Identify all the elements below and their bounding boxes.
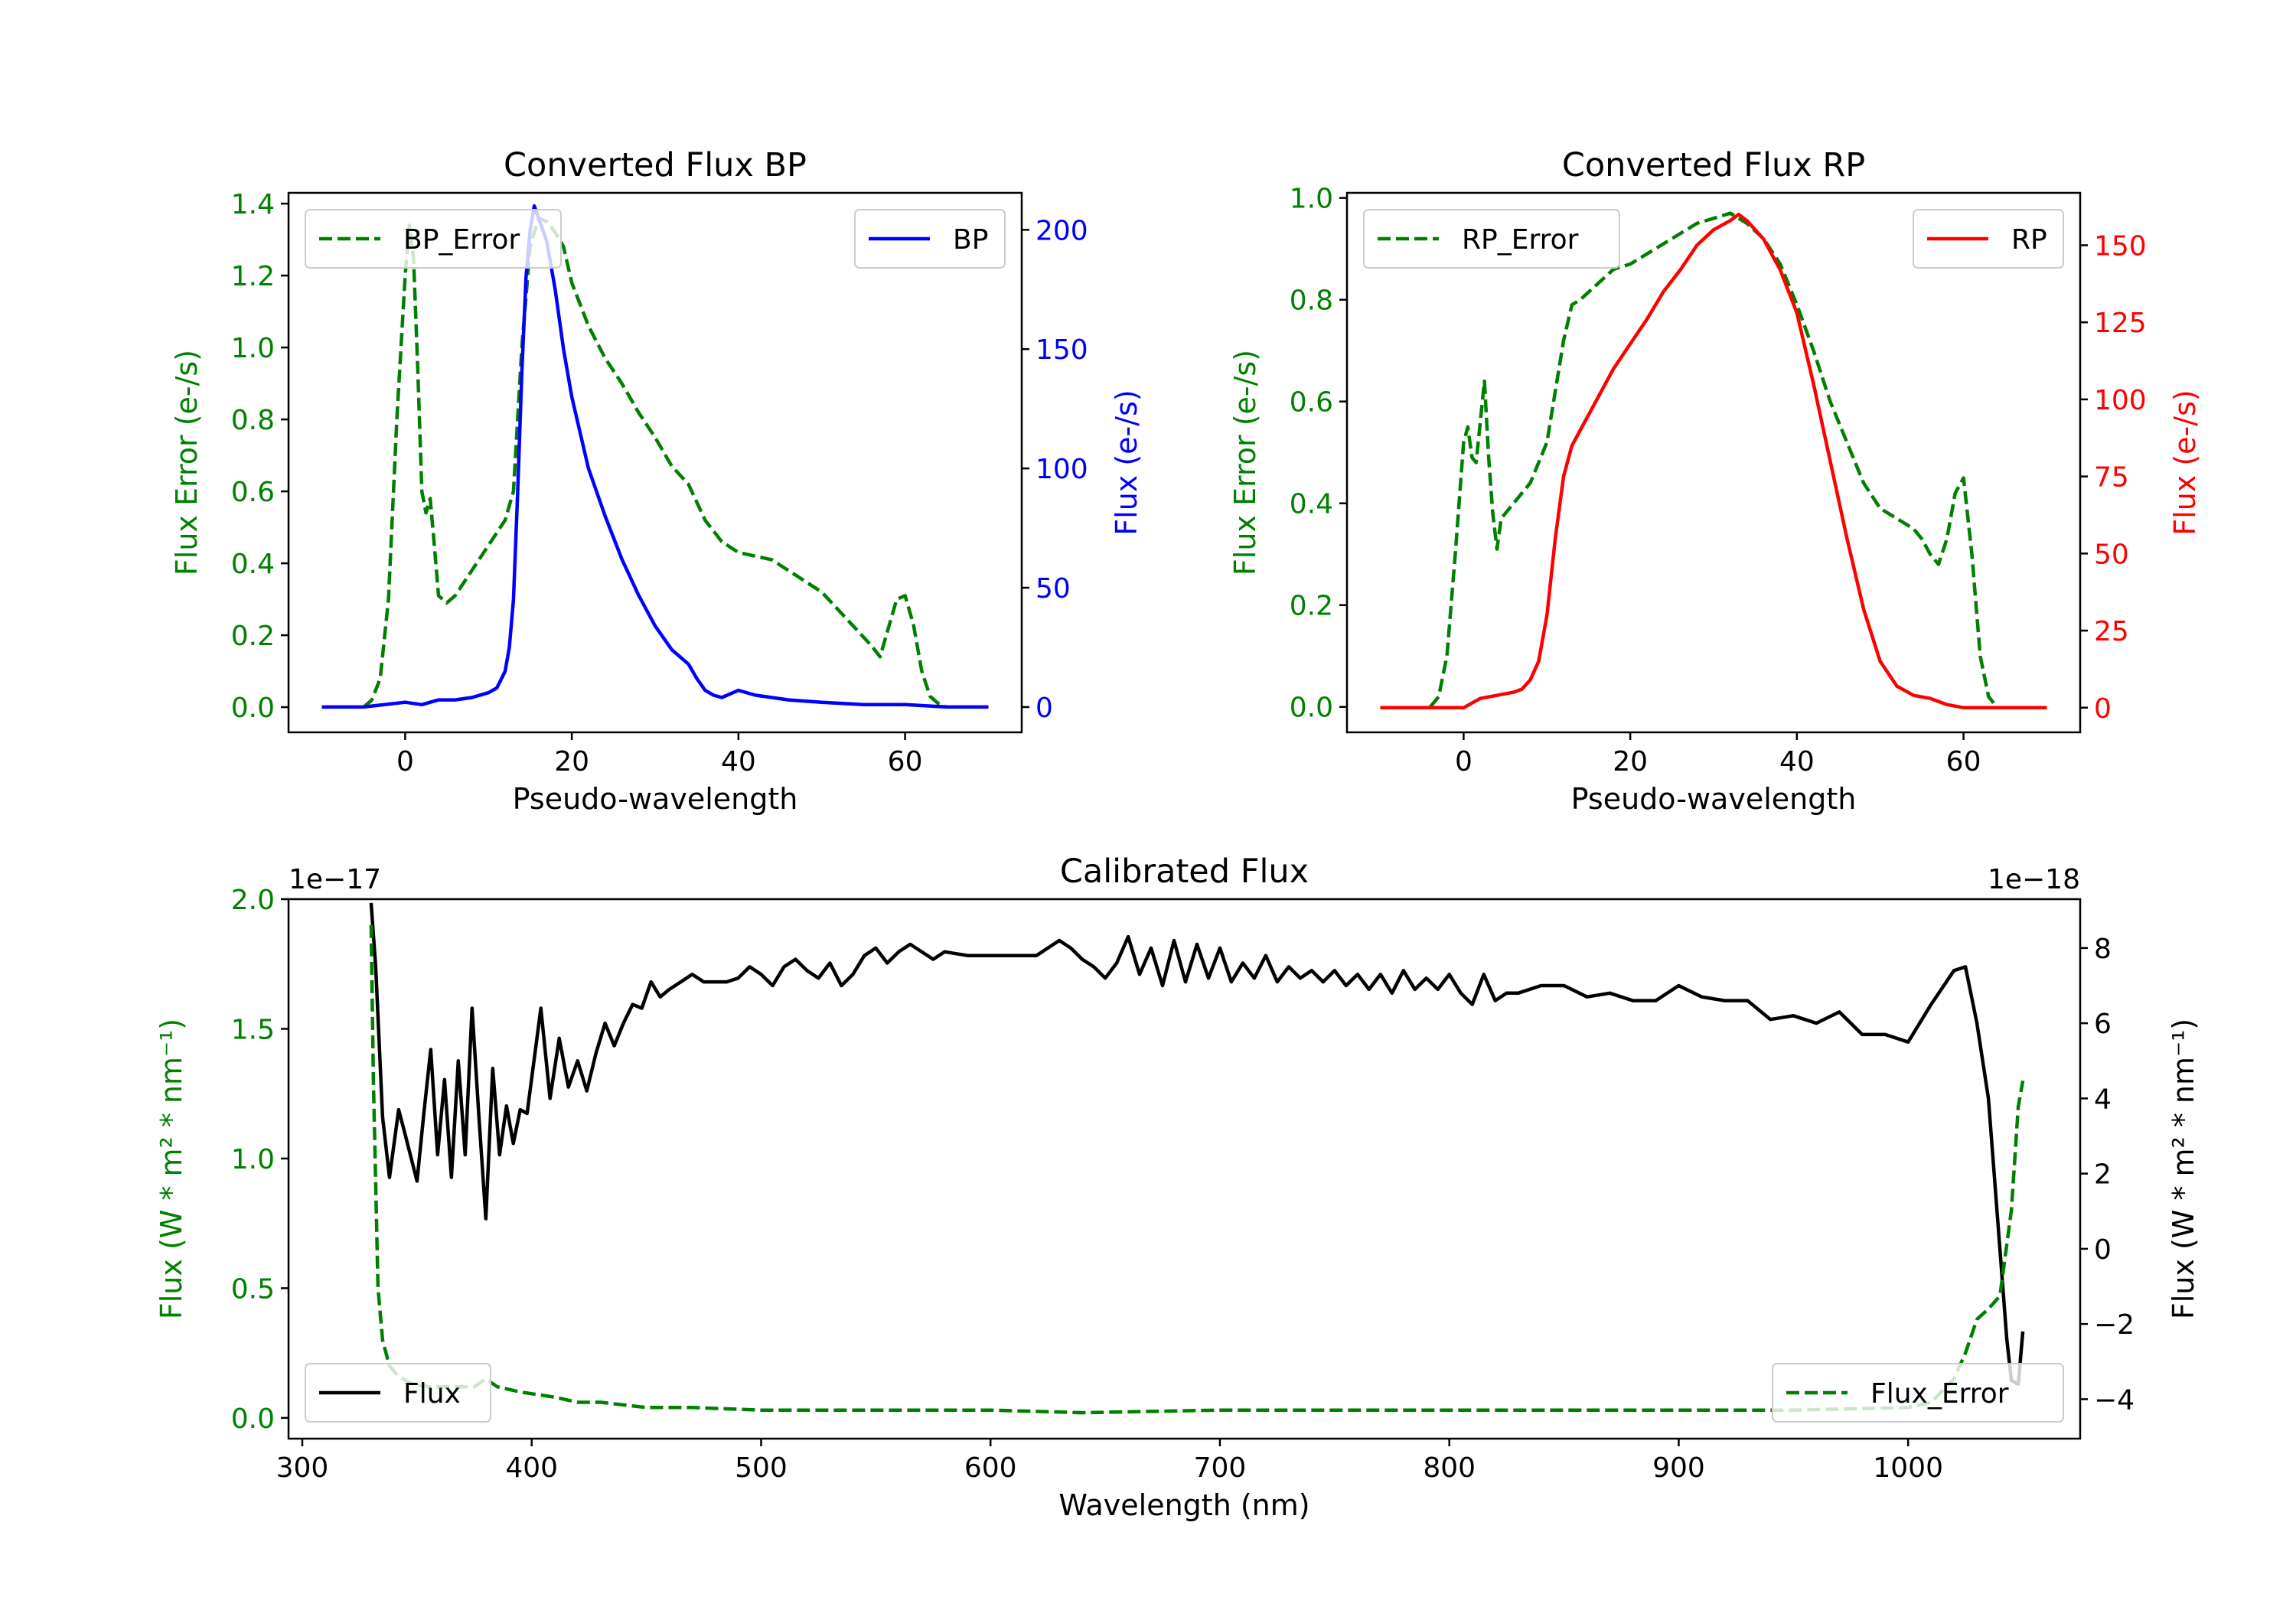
bp-series-bp	[321, 204, 989, 709]
bp-x-tick-label: 40	[721, 746, 756, 777]
rp-x-label: Pseudo-wavelength	[1571, 782, 1857, 816]
bp-legend-left-label: BP_Error	[403, 224, 520, 256]
cal-y-right-tick-label: 2	[2094, 1159, 2112, 1191]
bp-y-left-tick-label: 0.0	[231, 693, 275, 724]
cal-plot-frame	[287, 898, 2082, 1440]
cal-x-tick-label: 700	[1194, 1452, 1247, 1484]
cal-x-tick-label: 500	[735, 1452, 788, 1484]
rp-y-left-tick-label: 0.6	[1290, 387, 1333, 419]
cal-legend-right: Flux_Error	[1772, 1363, 2064, 1423]
bp-y-right-tick-label: 50	[1035, 573, 1071, 605]
cal-x-tick-label: 800	[1423, 1452, 1476, 1484]
bp-y-left-tick-label: 1.4	[231, 189, 275, 220]
rp-y-right-tick-label: 125	[2094, 308, 2147, 339]
cal-x-tick-label: 900	[1652, 1452, 1705, 1484]
cal-legend-left-label: Flux	[403, 1378, 461, 1410]
rp-y-left-tick-label: 0.4	[1290, 489, 1333, 520]
rp-title: Converted Flux RP	[1562, 146, 1865, 184]
cal-legend-left: Flux	[305, 1363, 491, 1423]
rp-x-tick-label: 0	[1455, 746, 1473, 777]
bp-plot-frame	[287, 191, 1023, 734]
rp-panel: 0 20 40 60 0.0 0.2 0.4 0.6 0.8 1.0 0 25 50 75 100 125 15…	[1228, 146, 2202, 816]
rp-y-left-tick-label: 0.2	[1290, 591, 1333, 622]
cal-series-flux-error	[369, 924, 2025, 1415]
bp-y-left-tick-label: 0.6	[231, 477, 275, 508]
rp-legend-left-box	[1363, 209, 1620, 269]
rp-y-right-tick-label: 150	[2094, 230, 2147, 262]
cal-y-left-tick-label: 0.5	[231, 1273, 275, 1305]
cal-x-label: Wavelength (nm)	[1058, 1488, 1309, 1522]
rp-y-right-tick-label: 75	[2094, 462, 2129, 494]
bp-x-label: Pseudo-wavelength	[513, 782, 798, 816]
bp-x-tick-label: 20	[554, 746, 589, 777]
bp-legend-right: BP	[854, 209, 1006, 269]
rp-legend-left: RP_Error	[1363, 209, 1620, 269]
cal-offset-right: 1e−18	[1988, 864, 2080, 895]
bp-y-right-tick-label: 0	[1035, 693, 1053, 724]
rp-y-right-tick-label: 100	[2094, 385, 2147, 416]
rp-y-left-label: Flux Error (e-/s)	[1228, 350, 1262, 575]
rp-y-right-tick-label: 25	[2094, 616, 2129, 647]
bp-x-tick-label: 60	[888, 746, 923, 777]
bp-legend-left: BP_Error	[305, 209, 562, 269]
rp-y-right-tick-label: 50	[2094, 539, 2129, 570]
cal-y-left-tick-label: 2.0	[231, 885, 275, 916]
cal-x-tick-label: 400	[505, 1452, 558, 1484]
bp-y-left-label: Flux Error (e-/s)	[170, 350, 204, 575]
rp-y-right-tick-label: 0	[2094, 693, 2112, 725]
bp-panel: 0 20 40 60 0.0 0.2 0.4 0.6 0.8 1.0 1.2 1.4 0 50 100 150…	[170, 146, 1143, 816]
rp-y-right-label: Flux (e-/s)	[2168, 390, 2202, 535]
rp-x-tick-label: 20	[1613, 746, 1648, 777]
cal-x-tick-label: 300	[276, 1452, 329, 1484]
cal-y-left-tick-label: 1.5	[231, 1014, 275, 1045]
cal-y-left-tick-label: 0.0	[231, 1403, 275, 1435]
cal-panel: 300 400 500 600 700 800 900 1000 0.0 0.5 1.0 1.5 2.0…	[155, 852, 2200, 1522]
cal-series-flux	[369, 902, 2025, 1387]
cal-offset-left: 1e−17	[289, 864, 381, 895]
bp-y-left-tick-label: 1.0	[231, 333, 275, 364]
cal-y-right-tick-label: 4	[2094, 1084, 2112, 1115]
cal-y-right-tick-label: −2	[2094, 1309, 2135, 1341]
bp-series-bp-error	[362, 216, 947, 709]
bp-x-tick-label: 0	[396, 746, 414, 777]
cal-y-left-label: Flux (W * m² * nm⁻¹)	[155, 1019, 188, 1319]
bp-y-left-tick-label: 1.2	[231, 261, 275, 292]
rp-series-rp-error	[1429, 211, 1998, 709]
bp-y-right-label: Flux (e-/s)	[1110, 390, 1143, 535]
rp-legend-left-label: RP_Error	[1462, 224, 1579, 256]
bp-legend-right-label: BP	[953, 224, 988, 256]
bp-y-left-tick-label: 0.8	[231, 405, 275, 436]
cal-legend-right-box	[1772, 1363, 2064, 1423]
cal-y-right-tick-label: 6	[2094, 1009, 2112, 1040]
cal-y-right-tick-label: −4	[2094, 1384, 2135, 1416]
cal-x-tick-label: 1000	[1873, 1452, 1943, 1484]
rp-y-left-tick-label: 1.0	[1290, 184, 1333, 215]
rp-x-tick-label: 40	[1779, 746, 1815, 777]
cal-y-right-tick-label: 0	[2094, 1234, 2112, 1266]
cal-legend-left-box	[305, 1363, 491, 1423]
rp-y-left-tick-label: 0.0	[1290, 693, 1333, 724]
rp-plot-frame	[1345, 191, 2082, 734]
bp-legend-left-box	[305, 209, 562, 269]
bp-y-right-tick-label: 200	[1035, 215, 1088, 246]
bp-title: Converted Flux BP	[504, 146, 807, 184]
bp-y-right-tick-label: 150	[1035, 334, 1088, 366]
rp-legend-right-label: RP	[2011, 224, 2047, 256]
bp-y-left-tick-label: 0.4	[231, 549, 275, 580]
cal-legend-right-label: Flux_Error	[1870, 1378, 2009, 1410]
rp-x-tick-label: 60	[1946, 746, 1981, 777]
cal-title: Calibrated Flux	[1060, 852, 1309, 891]
rp-series-rp	[1380, 212, 2047, 710]
cal-y-right-tick-label: 8	[2094, 934, 2112, 965]
rp-legend-right: RP	[1913, 209, 2064, 269]
bp-y-right-tick-label: 100	[1035, 454, 1088, 485]
cal-y-left-tick-label: 1.0	[231, 1144, 275, 1175]
bp-y-left-tick-label: 0.2	[231, 621, 275, 652]
cal-y-right-label: Flux (W * m² * nm⁻¹)	[2167, 1019, 2200, 1319]
rp-y-left-tick-label: 0.8	[1290, 285, 1333, 317]
cal-x-tick-label: 600	[964, 1452, 1017, 1484]
